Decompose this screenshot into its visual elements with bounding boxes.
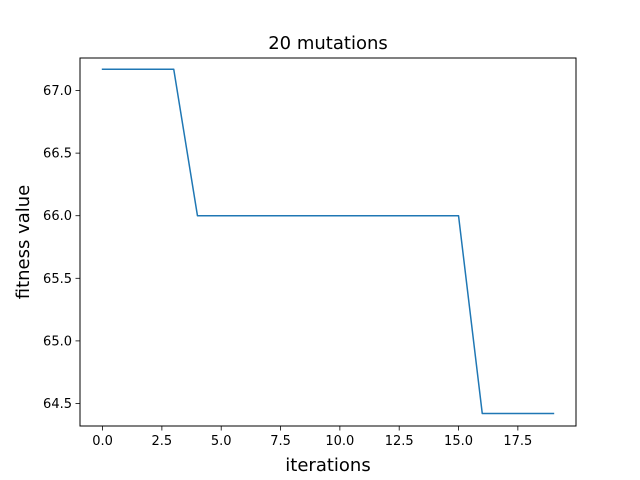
x-axis-label: iterations (285, 455, 370, 476)
chart-title: 20 mutations (268, 33, 388, 54)
series-line-0 (101, 68, 555, 415)
plot-area: 0.0 2.5 5.0 7.5 10.0 12.5 15.0 17.5 64.5 65.0 65.5… (43, 57, 577, 449)
x-tick-label: 17.5 (503, 434, 532, 449)
x-tick-label: 10.0 (325, 434, 354, 449)
y-tick-label: 65.5 (43, 272, 72, 287)
x-tick-label: 7.5 (270, 434, 291, 449)
y-tick-label: 66.0 (43, 209, 72, 224)
y-tick-label: 66.5 (43, 147, 72, 162)
x-tick-label: 15.0 (444, 434, 473, 449)
y-tick-label: 65.0 (43, 334, 72, 349)
x-tick-label: 5.0 (211, 434, 232, 449)
x-tick-label: 12.5 (385, 434, 414, 449)
y-axis-label: fitness value (13, 185, 34, 300)
y-tick-label: 67.0 (43, 84, 72, 99)
plot-frame (79, 57, 577, 427)
x-tick-label: 2.5 (152, 434, 173, 449)
x-tick-label: 0.0 (92, 434, 113, 449)
y-tick-label: 64.5 (43, 397, 72, 412)
